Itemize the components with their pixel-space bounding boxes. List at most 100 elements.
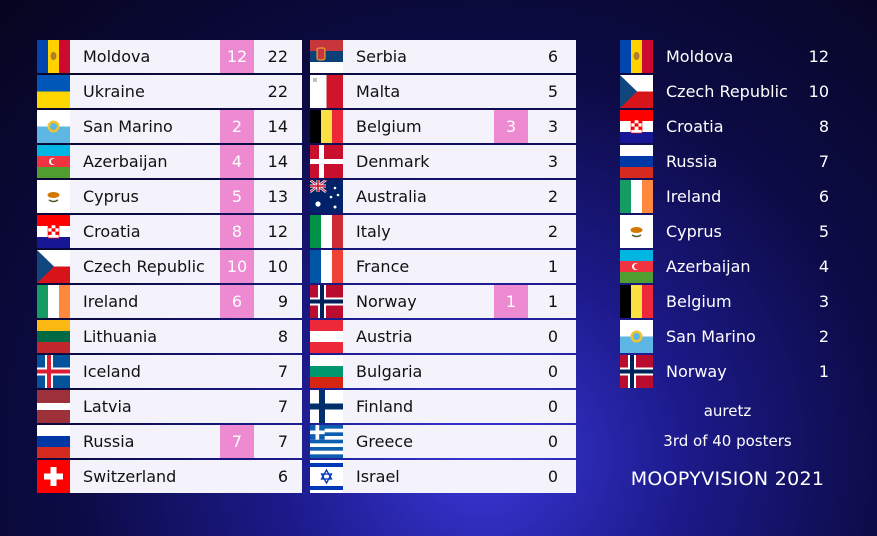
total-points: 3 xyxy=(547,117,558,136)
cyprus-flag-icon xyxy=(620,215,653,248)
country-name: Croatia xyxy=(83,222,141,241)
total-points: 9 xyxy=(277,292,288,311)
given-points-value: 12 xyxy=(808,47,829,66)
latvia-flag-icon xyxy=(37,390,70,423)
given-points-row-moldova: Moldova 12 xyxy=(620,40,835,73)
cyprus-flag-icon xyxy=(37,180,70,213)
total-points: 22 xyxy=(267,47,288,66)
total-points: 5 xyxy=(547,82,558,101)
given-points-value: 7 xyxy=(818,152,829,171)
scoreboard-row-australia: Australia 2 xyxy=(310,180,576,213)
azerbaijan-flag-icon xyxy=(620,250,653,283)
country-name: Czech Republic xyxy=(83,257,205,276)
scoreboard-row-croatia: Croatia 8 12 xyxy=(37,215,302,248)
total-points: 0 xyxy=(547,432,558,451)
received-points-badge: 4 xyxy=(220,145,254,178)
ireland-flag-icon xyxy=(620,180,653,213)
israel-flag-icon xyxy=(310,460,343,493)
given-points-value: 3 xyxy=(818,292,829,311)
given-points-value: 6 xyxy=(818,187,829,206)
country-name: Ireland xyxy=(666,187,722,206)
country-name: Lithuania xyxy=(83,327,158,346)
scoreboard-row-bulgaria: Bulgaria 0 xyxy=(310,355,576,388)
given-points-row-russia: Russia 7 xyxy=(620,145,835,178)
country-name: Russia xyxy=(666,152,718,171)
country-name: Cyprus xyxy=(666,222,722,241)
received-points-badge: 7 xyxy=(220,425,254,458)
scoreboard-row-ukraine: Ukraine 22 xyxy=(37,75,302,108)
belgium-flag-icon xyxy=(620,285,653,318)
total-points: 14 xyxy=(267,152,288,171)
scoreboard-row-azerbaijan: Azerbaijan 4 14 xyxy=(37,145,302,178)
scoreboard-row-israel: Israel 0 xyxy=(310,460,576,493)
ireland-flag-icon xyxy=(37,285,70,318)
total-points: 7 xyxy=(277,432,288,451)
total-points: 6 xyxy=(547,47,558,66)
scoreboard-row-austria: Austria 0 xyxy=(310,320,576,353)
total-points: 0 xyxy=(547,397,558,416)
total-points: 8 xyxy=(277,327,288,346)
country-name: Croatia xyxy=(666,117,724,136)
given-points-value: 2 xyxy=(818,327,829,346)
country-name: San Marino xyxy=(666,327,756,346)
czech-flag-icon xyxy=(620,75,653,108)
scoreboard-row-cyprus: Cyprus 5 13 xyxy=(37,180,302,213)
country-name: France xyxy=(356,257,410,276)
given-points-row-belgium: Belgium 3 xyxy=(620,285,835,318)
australia-flag-icon xyxy=(310,180,343,213)
given-points-row-cyprus: Cyprus 5 xyxy=(620,215,835,248)
scoreboard-row-czech-republic: Czech Republic 10 10 xyxy=(37,250,302,283)
denmark-flag-icon xyxy=(310,145,343,178)
country-name: Switzerland xyxy=(83,467,177,486)
received-points-badge: 8 xyxy=(220,215,254,248)
given-points-row-azerbaijan: Azerbaijan 4 xyxy=(620,250,835,283)
poster-name: auretz xyxy=(703,402,752,420)
bulgaria-flag-icon xyxy=(310,355,343,388)
given-points-value: 8 xyxy=(818,117,829,136)
country-name: Denmark xyxy=(356,152,430,171)
total-points: 1 xyxy=(547,257,558,276)
belgium-flag-icon xyxy=(310,110,343,143)
scoreboard-row-denmark: Denmark 3 xyxy=(310,145,576,178)
country-name: Moldova xyxy=(83,47,151,66)
total-points: 14 xyxy=(267,117,288,136)
given-points-value: 4 xyxy=(818,257,829,276)
country-name: Cyprus xyxy=(83,187,139,206)
iceland-flag-icon xyxy=(37,355,70,388)
received-points-badge: 6 xyxy=(220,285,254,318)
san-marino-flag-icon xyxy=(620,320,653,353)
scoreboard-row-norway: Norway 1 1 xyxy=(310,285,576,318)
total-points: 7 xyxy=(277,362,288,381)
czech-flag-icon xyxy=(37,250,70,283)
total-points: 0 xyxy=(547,362,558,381)
country-name: Israel xyxy=(356,467,400,486)
scoreboard-row-iceland: Iceland 7 xyxy=(37,355,302,388)
country-name: Malta xyxy=(356,82,401,101)
total-points: 12 xyxy=(267,222,288,241)
received-points-badge: 12 xyxy=(220,40,254,73)
scoreboard-row-moldova: Moldova 12 22 xyxy=(37,40,302,73)
total-points: 0 xyxy=(547,467,558,486)
scoreboard-row-latvia: Latvia 7 xyxy=(37,390,302,423)
country-name: Norway xyxy=(356,292,417,311)
country-name: Greece xyxy=(356,432,413,451)
scoreboard-row-switzerland: Switzerland 6 xyxy=(37,460,302,493)
received-points-badge: 1 xyxy=(494,285,528,318)
scoreboard-row-san-marino: San Marino 2 14 xyxy=(37,110,302,143)
country-name: Bulgaria xyxy=(356,362,423,381)
country-name: Austria xyxy=(356,327,413,346)
scoreboard-row-finland: Finland 0 xyxy=(310,390,576,423)
scoreboard-row-italy: Italy 2 xyxy=(310,215,576,248)
show-title: MOOPYVISION 2021 xyxy=(630,468,825,490)
total-points: 22 xyxy=(267,82,288,101)
greece-flag-icon xyxy=(310,425,343,458)
given-points-row-norway: Norway 1 xyxy=(620,355,835,388)
moldova-flag-icon xyxy=(620,40,653,73)
total-points: 1 xyxy=(547,292,558,311)
total-points: 7 xyxy=(277,397,288,416)
scoreboard-row-greece: Greece 0 xyxy=(310,425,576,458)
country-name: Australia xyxy=(356,187,427,206)
croatia-flag-icon xyxy=(620,110,653,143)
total-points: 2 xyxy=(547,187,558,206)
italy-flag-icon xyxy=(310,215,343,248)
